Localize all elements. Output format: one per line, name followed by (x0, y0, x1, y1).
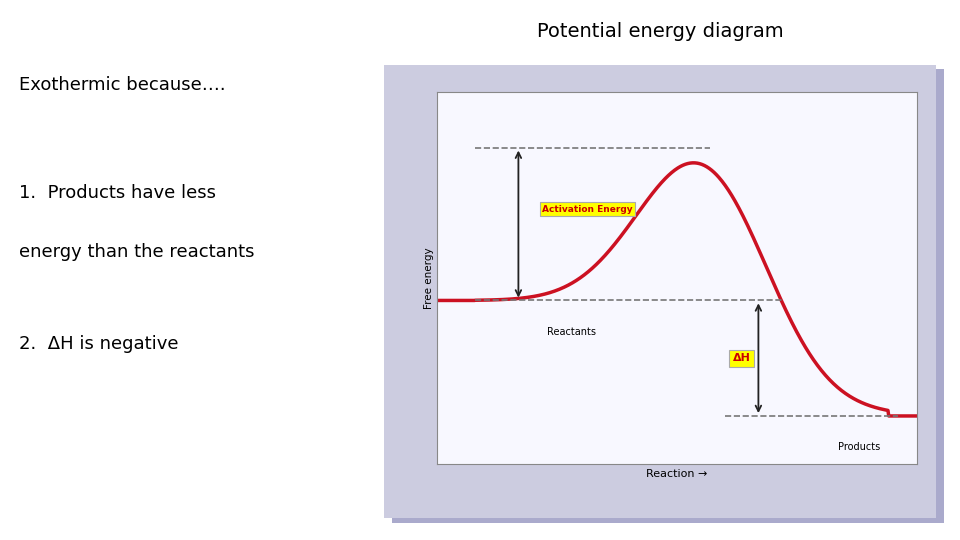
Text: Products: Products (838, 442, 880, 452)
Text: 2.  ΔH is negative: 2. ΔH is negative (19, 335, 179, 353)
Text: Exothermic because….: Exothermic because…. (19, 76, 226, 93)
Text: ΔH: ΔH (732, 353, 751, 363)
Y-axis label: Free energy: Free energy (424, 247, 434, 309)
Text: Activation Energy: Activation Energy (542, 205, 633, 214)
X-axis label: Reaction →: Reaction → (646, 469, 708, 478)
Text: Reactants: Reactants (546, 327, 596, 336)
Text: 1.  Products have less: 1. Products have less (19, 184, 216, 201)
Text: Potential energy diagram: Potential energy diagram (537, 22, 783, 40)
Text: energy than the reactants: energy than the reactants (19, 243, 254, 261)
